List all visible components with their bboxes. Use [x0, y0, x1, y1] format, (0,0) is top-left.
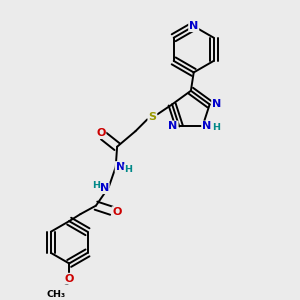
Text: N: N	[100, 183, 109, 193]
Text: H: H	[212, 122, 220, 131]
Text: N: N	[169, 122, 178, 131]
Text: H: H	[124, 165, 132, 174]
Text: CH₃: CH₃	[46, 290, 65, 299]
Text: O: O	[112, 207, 122, 217]
Text: H: H	[92, 181, 100, 190]
Text: N: N	[116, 162, 125, 172]
Text: O: O	[96, 128, 106, 138]
Text: N: N	[189, 21, 198, 31]
Text: S: S	[148, 112, 156, 122]
Text: O: O	[64, 274, 74, 284]
Text: N: N	[202, 122, 211, 131]
Text: N: N	[212, 99, 221, 110]
